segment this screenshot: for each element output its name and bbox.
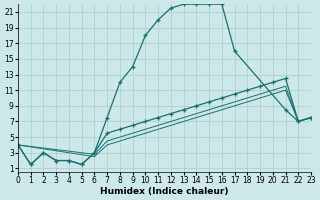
- X-axis label: Humidex (Indice chaleur): Humidex (Indice chaleur): [100, 187, 229, 196]
